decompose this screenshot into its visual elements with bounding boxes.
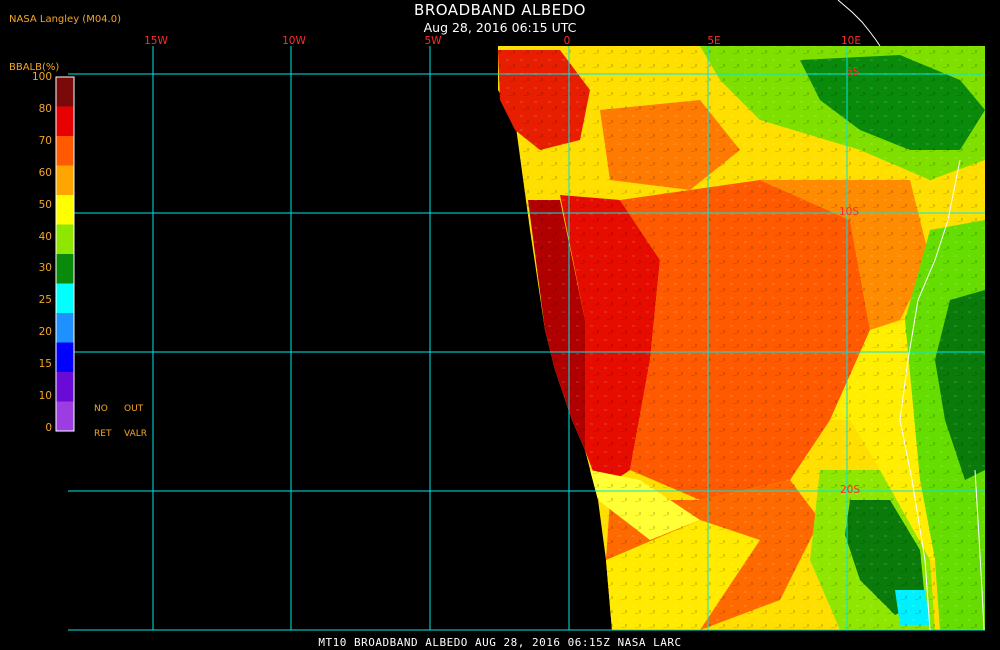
legend-swatch-6: [56, 254, 74, 284]
lat-label-5s: 5S: [846, 66, 860, 78]
legend-no-label: NO: [94, 404, 108, 414]
legend-ret-label: RET: [94, 429, 112, 439]
lon-label-10w: 10W: [282, 35, 306, 47]
albedo-swath: [498, 46, 985, 630]
lon-label-15w: 15W: [144, 35, 168, 47]
legend-swatch-2: [56, 136, 74, 166]
legend-out-label: OUT: [124, 404, 144, 414]
legend-swatch-7: [56, 283, 74, 314]
legend-swatch-5: [56, 224, 74, 255]
legend-tick-9: 15: [38, 358, 52, 371]
legend-tick-7: 25: [38, 294, 52, 307]
map-timestamp: Aug 28, 2016 06:15 UTC: [423, 20, 577, 35]
legend-swatch-8: [56, 313, 74, 343]
legend-swatch-0: [56, 77, 74, 107]
lat-label-20s: 20S: [840, 484, 861, 496]
legend-swatch-4: [56, 195, 74, 225]
legend-tick-2: 70: [38, 134, 52, 147]
legend-swatch-9: [56, 342, 74, 373]
legend-tick-3: 60: [38, 166, 52, 179]
lon-label-5w: 5W: [424, 35, 442, 47]
lat-lon-grid: [68, 46, 985, 631]
legend-swatch-10: [56, 372, 74, 402]
coastline-east: [899, 159, 961, 631]
lat-label-10s: 10S: [839, 206, 860, 218]
map-title: BROADBAND ALBEDO: [414, 1, 586, 19]
legend-tick-8: 20: [38, 326, 52, 339]
legend-tick-11: 0: [45, 422, 52, 434]
coastline: [837, 0, 985, 631]
legend-tick-10: 10: [38, 390, 52, 403]
coastline-south: [974, 469, 985, 631]
legend-tick-0: 100: [31, 71, 52, 83]
legend-color-bar: [55, 76, 75, 432]
swath-texture: [498, 46, 985, 630]
lon-label-10e: 10E: [841, 35, 861, 47]
footer-caption: MT10 BROADBAND ALBEDO AUG 28, 2016 06:15…: [318, 636, 682, 649]
legend-outline: [55, 76, 75, 432]
legend-tick-5: 40: [38, 230, 52, 243]
legend-tick-6: 30: [38, 262, 52, 275]
legend-swatch-11: [56, 401, 74, 432]
legend-valr-label: VALR: [124, 429, 148, 439]
legend-swatch-1: [56, 106, 74, 137]
legend-tick-1: 80: [38, 102, 52, 115]
agency-label: NASA Langley (M04.0): [9, 14, 121, 25]
coastline-north: [837, 0, 881, 47]
legend-title: BBALB(%): [9, 62, 60, 73]
lon-label-5e: 5E: [707, 35, 721, 47]
legend-swatch-3: [56, 165, 74, 196]
legend-tick-4: 50: [38, 198, 52, 211]
lon-label-0: 0: [563, 35, 571, 47]
